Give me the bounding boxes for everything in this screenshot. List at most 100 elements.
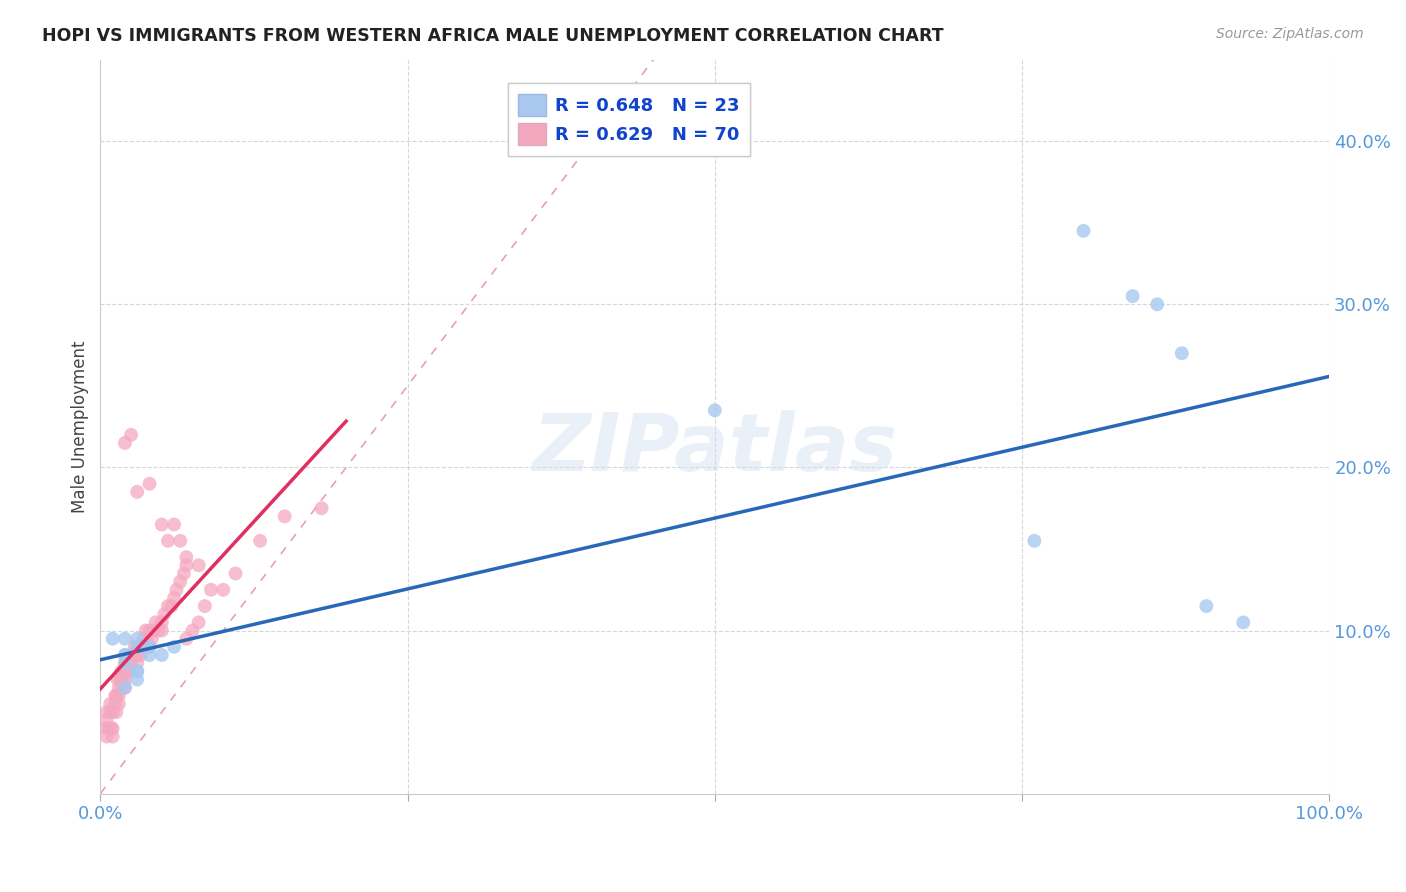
Point [114,673,136,687]
Point [107,689,129,703]
Point [105,705,128,719]
Point [112,665,135,679]
Point [105,689,128,703]
Point [96,730,118,744]
Point [145,615,167,630]
Point [104,697,127,711]
Point [1024,533,1046,548]
Point [138,640,160,654]
Point [169,574,191,589]
Point [156,599,179,613]
Point [138,648,160,662]
Point [132,632,155,646]
Point [127,656,149,670]
Point [138,624,160,638]
Point [1122,289,1144,303]
Point [1146,297,1168,311]
Point [114,436,136,450]
Point [132,640,155,654]
Point [127,640,149,654]
Point [122,648,145,662]
Point [127,640,149,654]
Point [107,673,129,687]
Point [142,624,165,638]
Point [1073,224,1095,238]
Point [187,558,209,573]
Point [160,599,183,613]
Point [273,509,295,524]
Point [104,689,127,703]
Point [101,705,124,719]
Point [101,730,124,744]
Point [187,615,209,630]
Point [120,656,142,670]
Y-axis label: Male Unemployment: Male Unemployment [72,341,89,513]
Point [124,640,146,654]
Point [194,599,217,613]
Point [150,624,173,638]
Point [150,648,173,662]
Text: ZIPatlas: ZIPatlas [533,409,897,488]
Point [176,558,198,573]
Point [1195,599,1218,613]
Point [1171,346,1194,360]
Point [173,566,195,581]
Legend: R = 0.648   N = 23, R = 0.629   N = 70: R = 0.648 N = 23, R = 0.629 N = 70 [508,83,749,156]
Point [114,665,136,679]
Point [97,722,120,736]
Point [118,665,141,679]
Point [166,582,188,597]
Point [117,665,139,679]
Point [249,533,271,548]
Point [703,403,725,417]
Point [114,632,136,646]
Point [146,624,169,638]
Text: HOPI VS IMMIGRANTS FROM WESTERN AFRICA MALE UNEMPLOYMENT CORRELATION CHART: HOPI VS IMMIGRANTS FROM WESTERN AFRICA M… [42,27,943,45]
Point [108,673,131,687]
Point [127,665,149,679]
Point [150,615,173,630]
Point [163,517,186,532]
Point [128,640,150,654]
Point [127,648,149,662]
Point [98,705,121,719]
Point [176,632,198,646]
Point [96,713,118,727]
Point [101,632,124,646]
Point [114,656,136,670]
Point [150,517,173,532]
Point [114,648,136,662]
Point [156,533,179,548]
Point [127,665,149,679]
Point [127,673,149,687]
Point [138,476,160,491]
Point [100,722,122,736]
Point [212,582,235,597]
Point [96,722,118,736]
Point [311,501,333,516]
Point [96,705,118,719]
Point [114,681,136,695]
Point [163,591,186,605]
Point [200,582,222,597]
Point [114,656,136,670]
Point [120,427,142,442]
Point [111,673,134,687]
Point [169,533,191,548]
Point [141,632,163,646]
Point [176,550,198,565]
Point [136,632,159,646]
Point [114,681,136,695]
Point [107,681,129,695]
Point [107,697,129,711]
Point [138,640,160,654]
Point [114,648,136,662]
Point [153,607,176,622]
Point [101,722,124,736]
Point [127,484,149,499]
Point [110,665,132,679]
Point [129,648,152,662]
Point [120,648,142,662]
Point [1232,615,1254,630]
Point [181,624,204,638]
